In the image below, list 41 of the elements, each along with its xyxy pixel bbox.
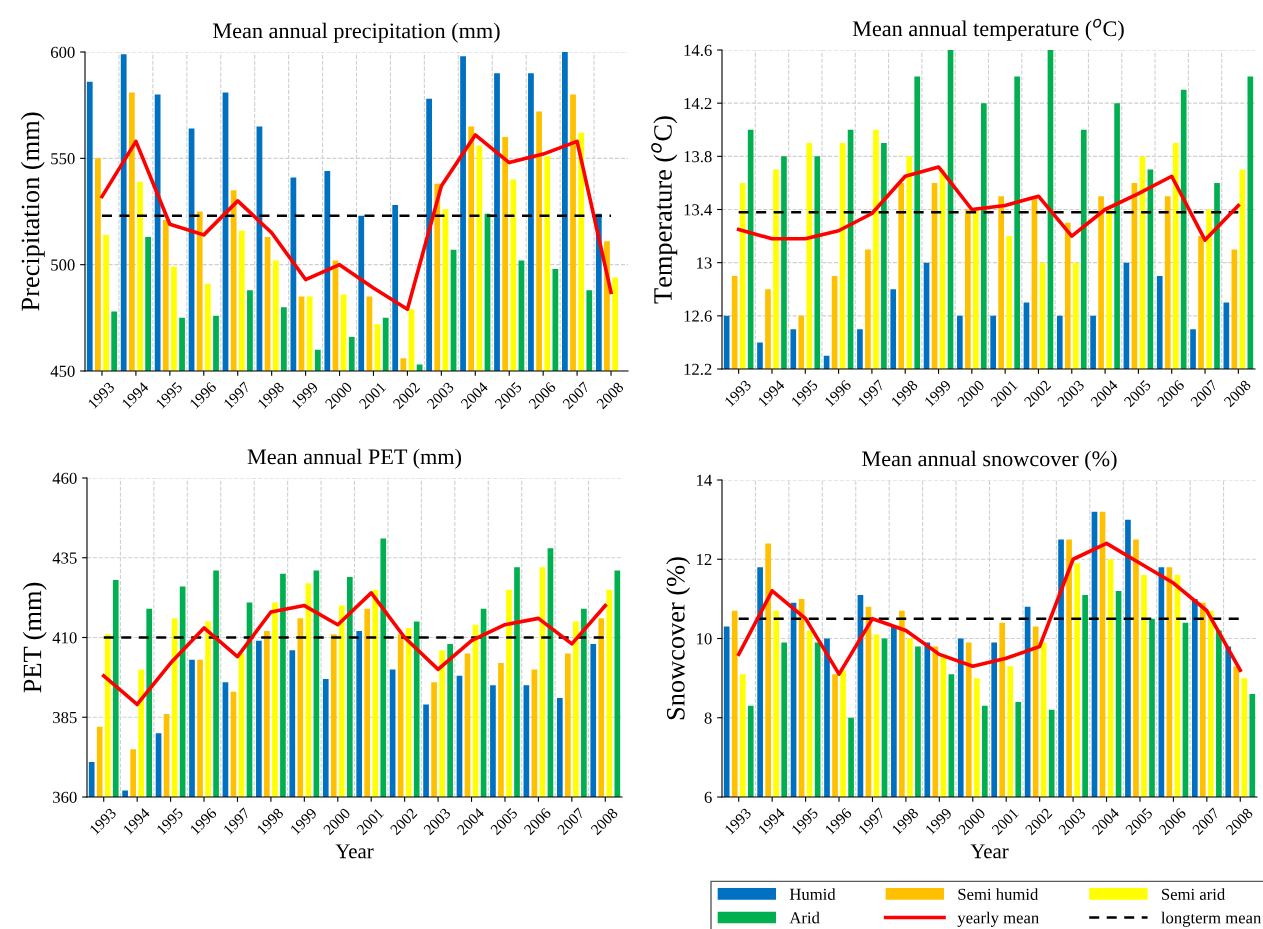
line-series	[736, 165, 1241, 242]
chart-title: Mean annual temperature ($^{o}$C)	[852, 18, 1124, 41]
chart-title: Mean annual PET (mm)	[247, 448, 462, 469]
y-axis-title: Snowcover (%)	[666, 557, 691, 720]
y-axis-title: Temperature ($^{o}$C)	[651, 116, 678, 304]
y-tick-label: 435	[52, 552, 77, 564]
y-tick-label: 550	[51, 153, 75, 165]
x-axis-title: Year	[335, 844, 374, 859]
y-tick-label: 385	[53, 711, 77, 724]
y-tick-label: 410	[52, 632, 77, 644]
y-tick-label: 13.4	[684, 204, 713, 216]
y-tick-label: 12	[697, 554, 712, 566]
y-tick-label: 8	[704, 712, 712, 724]
y-tick-label: 600	[50, 46, 75, 58]
y-tick-label: 14	[697, 474, 713, 486]
legend-label: Humid	[789, 888, 836, 900]
chart-title: Mean annual precipitation (mm)	[213, 22, 500, 43]
y-tick-label: 360	[53, 791, 77, 803]
legend-label: longterm mean	[1161, 911, 1262, 927]
legend-label: Arid	[789, 911, 820, 924]
y-tick-label: 13	[697, 257, 712, 269]
y-tick-label: 13.8	[684, 151, 712, 163]
y-tick-label: 14.6	[684, 44, 712, 57]
y-tick-label: 460	[52, 472, 77, 484]
y-tick-label: 500	[51, 259, 75, 271]
y-tick-label: 12.2	[684, 363, 712, 376]
line-series	[736, 541, 1243, 676]
y-axis-title: PET (mm)	[22, 582, 47, 693]
y-tick-label: 450	[50, 365, 75, 377]
legend-label: Semi arid	[1162, 888, 1226, 900]
y-tick-label: 6	[704, 791, 712, 803]
x-axis-title: Year	[970, 844, 1009, 859]
legend-label: yearly mean	[957, 911, 1039, 927]
chart-title: Mean annual snowcover (%)	[862, 450, 1117, 471]
y-tick-label: 14.2	[684, 97, 712, 110]
legend-label: Semi humid	[958, 888, 1039, 900]
y-tick-label: 12.6	[684, 310, 712, 322]
y-tick-label: 10	[697, 633, 712, 645]
line-series	[101, 591, 608, 707]
y-axis-title: Precipitation (mm)	[20, 112, 45, 311]
line-series	[100, 133, 613, 312]
